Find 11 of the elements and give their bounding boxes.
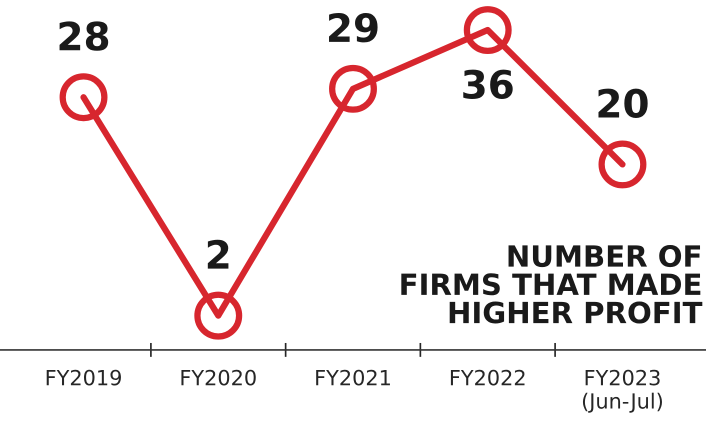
x-tick-label: FY2020: [181, 370, 256, 386]
x-tick-label: FY2021: [316, 370, 390, 386]
data-label: 2: [208, 240, 228, 269]
data-label: 29: [329, 12, 378, 42]
data-label: 28: [60, 21, 108, 51]
x-tick-label: FY2019: [46, 370, 121, 386]
x-tick-label: FY2022: [450, 370, 525, 386]
x-tick-label: FY2023 (Jun-Jul): [582, 370, 662, 413]
data-label: 36: [463, 70, 513, 100]
text: NUMBER OF FIRMS THAT MADE HIGHER PROFIT: [401, 245, 702, 324]
data-label: 20: [598, 88, 648, 118]
